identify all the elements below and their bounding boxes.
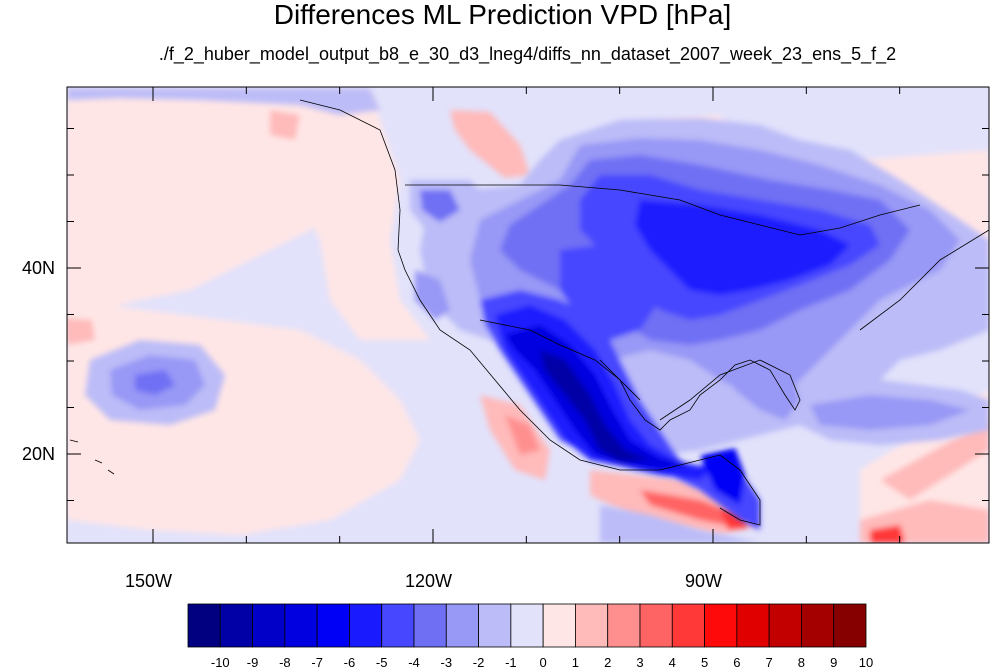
us-canada-border [405, 184, 921, 236]
colorbar-label: -7 [311, 655, 323, 670]
colorbar-swatch [704, 603, 738, 648]
colorbar-label: 1 [571, 655, 580, 670]
colorbar-label: -8 [279, 655, 291, 670]
lat-label: 20N [22, 444, 56, 464]
lat-label: 40N [22, 258, 56, 278]
colorbar-swatch [542, 603, 576, 648]
colorbar-swatch [413, 603, 447, 648]
axis-ticks [67, 87, 989, 543]
colorbar-label: -4 [408, 655, 420, 670]
colorbar-swatch [639, 603, 673, 648]
colorbar-swatch [252, 603, 286, 648]
map-subtitle: ./f_2_huber_model_output_b8_e_30_d3_lneg… [158, 44, 897, 64]
colorbar-swatch [607, 603, 641, 648]
colorbar-label: 2 [604, 655, 612, 670]
colorbar-label: 3 [636, 655, 644, 670]
colorbar-label: 0 [539, 655, 547, 670]
colorbar-swatch [219, 603, 253, 648]
colorbar-swatch [671, 603, 705, 648]
coastline-outlines [69, 99, 989, 526]
colorbar-swatch [575, 603, 609, 648]
north-america-outline [299, 99, 989, 526]
colorbar-swatch [349, 603, 383, 648]
colorbar-label: -1 [505, 655, 517, 670]
colorbar-swatch [284, 603, 318, 648]
colorbar-label: 8 [797, 655, 806, 670]
hawaii-islands [69, 439, 115, 475]
colorbar-swatch [768, 603, 802, 648]
colorbar-label: 5 [700, 655, 709, 670]
map-title: Differences ML Prediction VPD [hPa] [273, 0, 732, 30]
colorbar-label: -2 [472, 655, 485, 670]
colorbar-label: -10 [210, 655, 230, 670]
colorbar-label: -9 [246, 655, 259, 670]
colorbar-swatch [833, 603, 867, 648]
lon-label: 150W [125, 571, 173, 591]
lon-label: 90W [685, 571, 723, 591]
colorbar-label: 9 [830, 655, 838, 670]
colorbar-swatch [187, 603, 221, 648]
colorbar-swatch [381, 603, 415, 648]
colorbar-swatch [445, 603, 479, 648]
colorbar-label: -5 [375, 655, 388, 670]
colorbar-swatch [801, 603, 835, 648]
colorbar-label: -3 [440, 655, 453, 670]
lon-label: 120W [405, 571, 453, 591]
colorbar-label: 7 [765, 655, 773, 670]
colorbar-label: -6 [343, 655, 356, 670]
us-mexico-border [479, 319, 641, 401]
negative-anomaly-regions [67, 88, 989, 543]
colorbar-swatch [316, 603, 350, 648]
colorbar-label: 4 [668, 655, 676, 670]
contour-field [67, 87, 989, 543]
colorbar-swatch [736, 603, 770, 648]
colorbar-label: 10 [858, 655, 874, 670]
colorbar-swatch [510, 603, 544, 648]
colorbar [187, 603, 867, 648]
colorbar-swatch [478, 603, 512, 648]
colorbar-label: 6 [733, 655, 741, 670]
